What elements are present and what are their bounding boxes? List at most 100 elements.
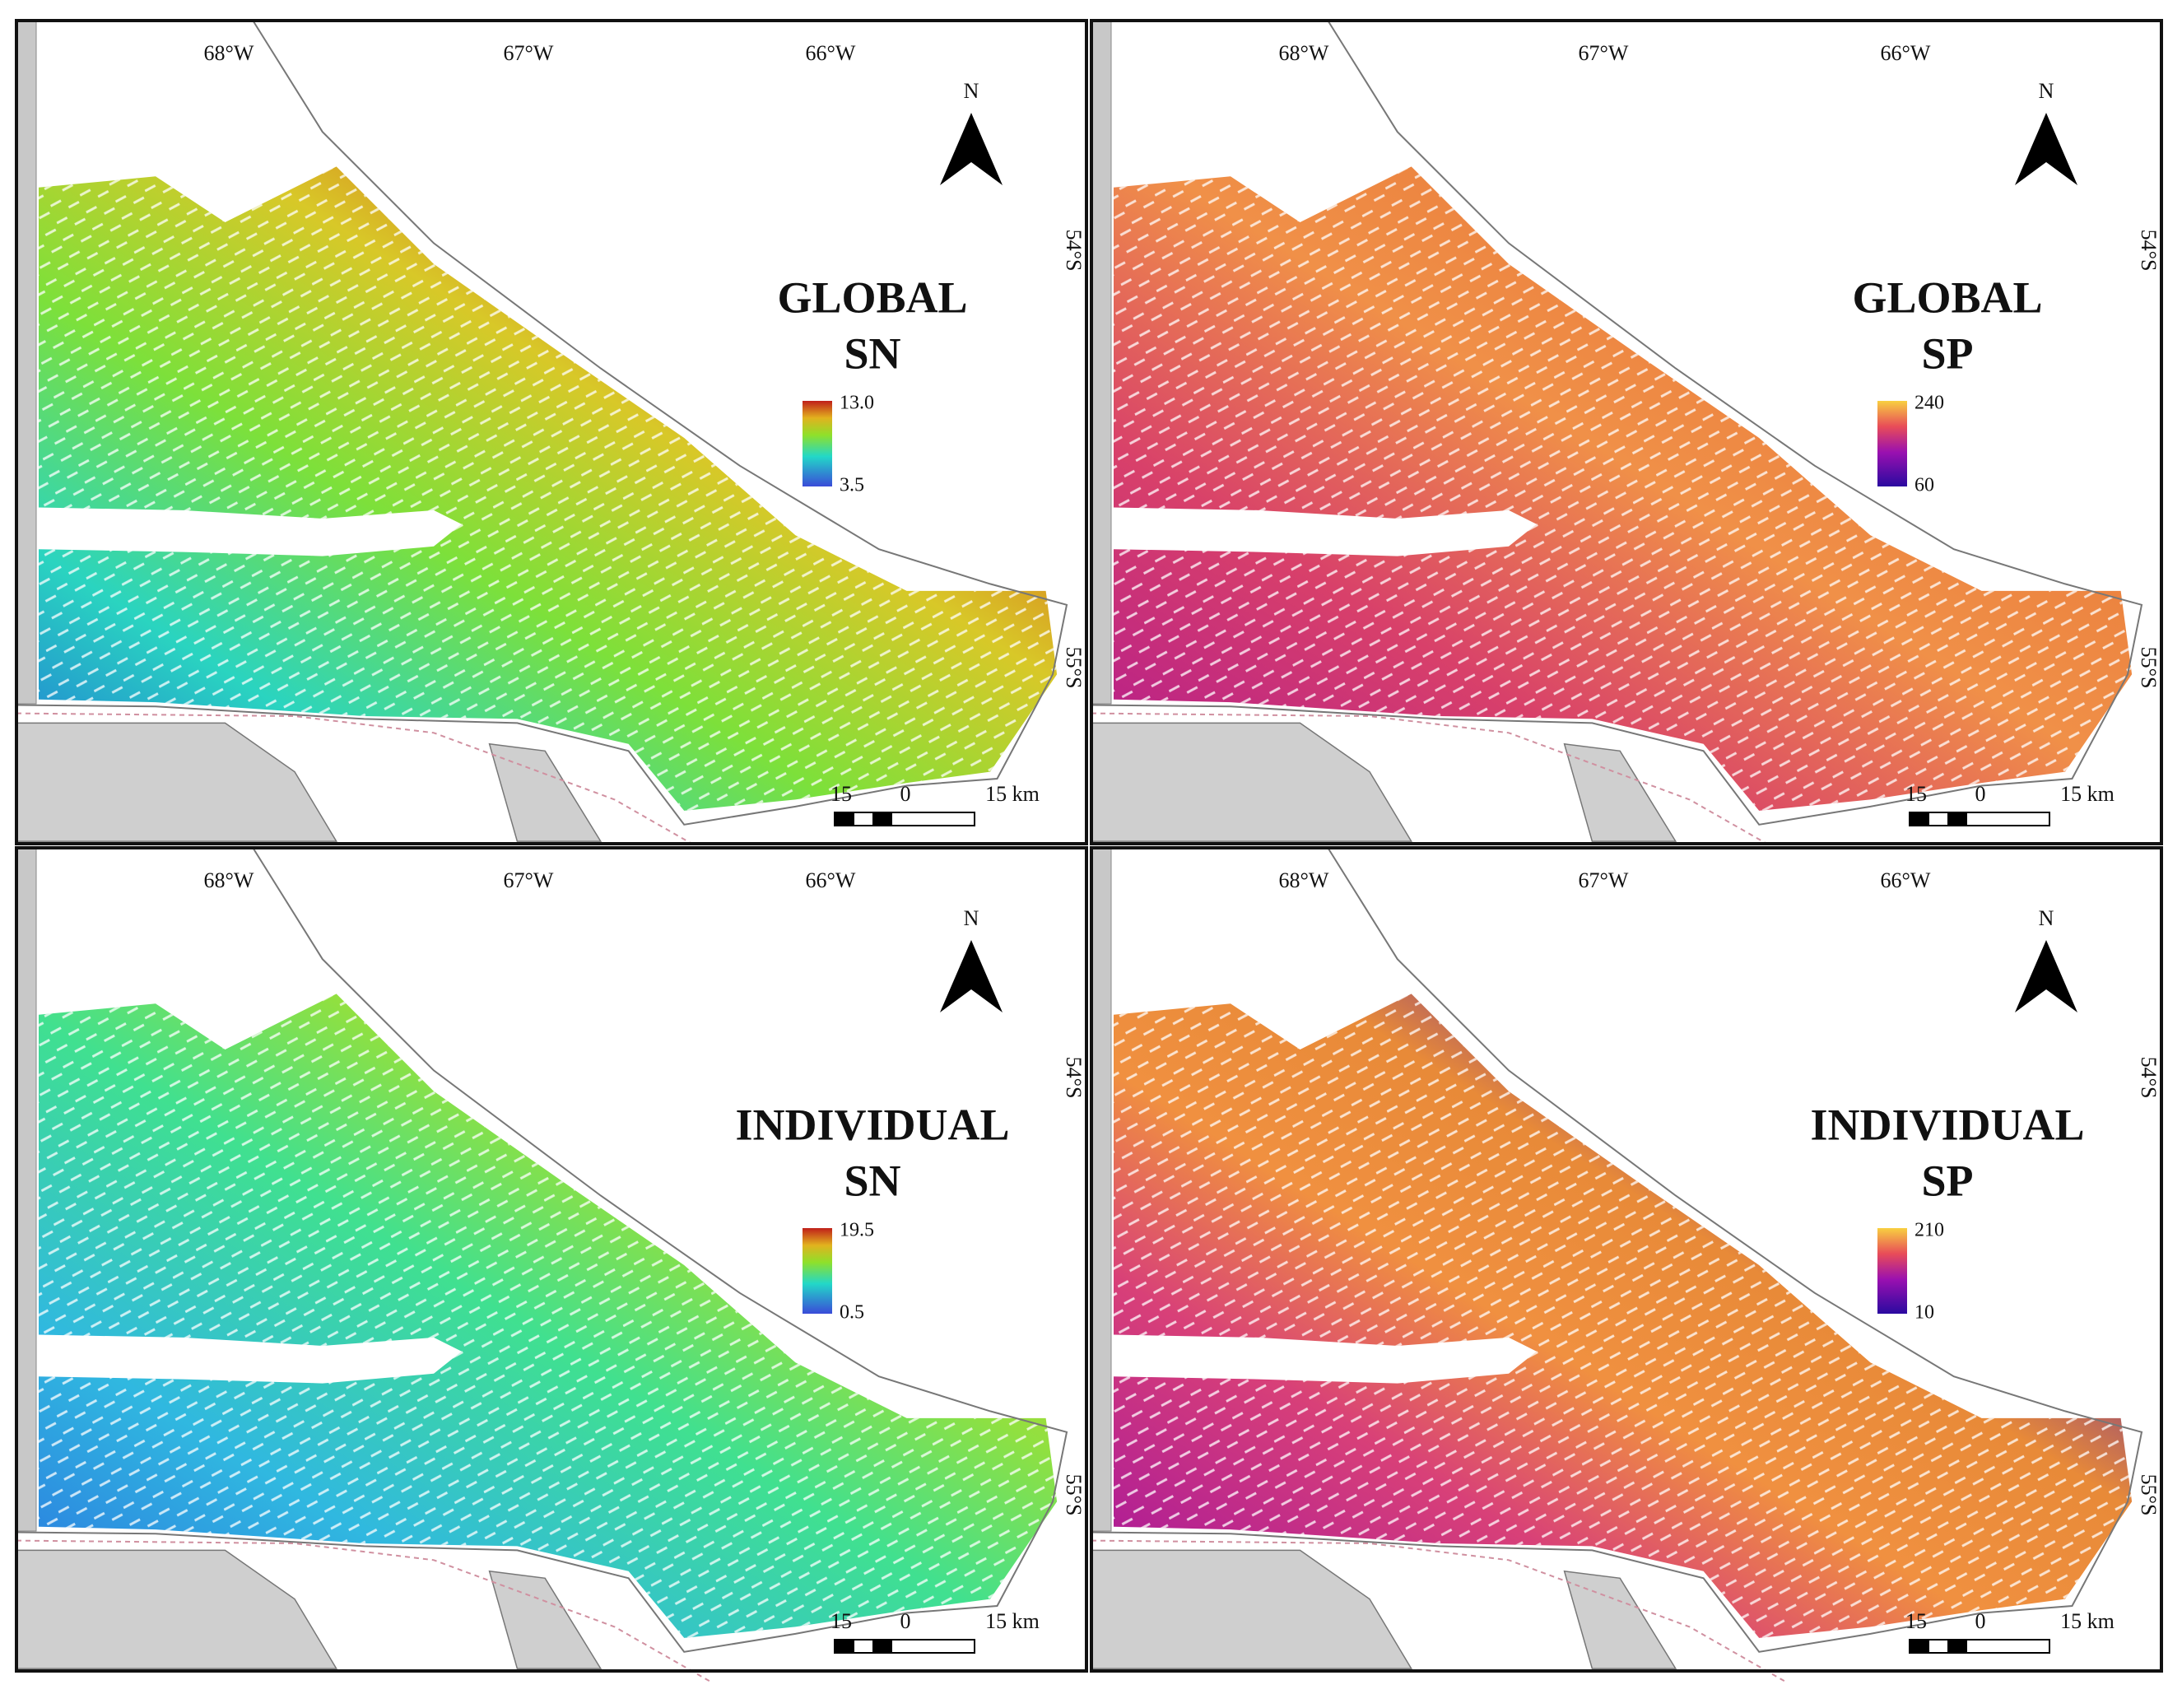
raster-texture bbox=[1114, 166, 2133, 811]
map-panel: 68°W 67°W 66°W 54°S 55°S N GLOBAL SP 240 60 15 0 15 … bbox=[1090, 19, 2163, 856]
border-line bbox=[16, 712, 713, 856]
scale-segment bbox=[872, 1640, 892, 1653]
longitude-label: 66°W bbox=[1881, 868, 1931, 892]
longitude-label: 68°W bbox=[1279, 868, 1329, 892]
island bbox=[488, 742, 602, 842]
lake bbox=[1114, 507, 1537, 556]
scale-label: 0 bbox=[1975, 782, 1986, 806]
map-panel: 68°W 67°W 66°W 54°S 55°S N GLOBAL SN 13.0 3.5 15 0 1… bbox=[15, 19, 1088, 856]
panel-frame bbox=[15, 19, 1088, 845]
scale-bar bbox=[1909, 1639, 2050, 1654]
scale-segment bbox=[872, 812, 892, 826]
raster-texture bbox=[39, 994, 1058, 1638]
scale-label: 15 km bbox=[2060, 782, 2115, 806]
title-line: GLOBAL bbox=[777, 272, 967, 322]
border-line bbox=[1091, 1539, 1788, 1683]
longitude-label: 67°W bbox=[504, 868, 554, 892]
border-line bbox=[16, 1539, 713, 1683]
land-strip bbox=[16, 20, 37, 705]
scale-label: 15 bbox=[1905, 1609, 1927, 1633]
latitude-label: 55°S bbox=[2137, 1474, 2161, 1516]
scale-segment bbox=[1910, 812, 1929, 826]
longitude-label: 67°W bbox=[1579, 868, 1629, 892]
title-line: GLOBAL bbox=[1852, 272, 2042, 322]
coastline bbox=[1091, 20, 2143, 826]
north-arrow bbox=[2015, 940, 2077, 1012]
lake bbox=[1114, 1334, 1537, 1384]
scale-label: 15 bbox=[830, 1609, 852, 1633]
legend-min: 60 bbox=[1914, 475, 1934, 496]
scale-bar bbox=[1909, 812, 2050, 826]
longitude-label: 68°W bbox=[1279, 41, 1329, 65]
legend-max: 13.0 bbox=[840, 393, 874, 414]
colorbar bbox=[803, 401, 832, 486]
north-label: N bbox=[2039, 79, 2054, 103]
north-arrow bbox=[940, 940, 1003, 1012]
legend-max: 210 bbox=[1914, 1220, 1944, 1241]
north-label: N bbox=[2039, 906, 2054, 930]
scale-segment bbox=[1947, 1640, 1967, 1653]
raster-texture bbox=[1114, 994, 2133, 1638]
scale-label: 15 bbox=[1905, 782, 1927, 806]
border-line bbox=[1091, 712, 1788, 856]
scale-label: 15 km bbox=[985, 1609, 1040, 1633]
lake bbox=[39, 507, 462, 556]
map-panel: 68°W 67°W 66°W 54°S 55°S N INDIVIDUAL SN 19.5 0.5… bbox=[15, 846, 1088, 1683]
legend-max: 240 bbox=[1914, 393, 1944, 414]
scale-label: 15 bbox=[830, 782, 852, 806]
island bbox=[1563, 742, 1677, 842]
longitude-label: 67°W bbox=[504, 41, 554, 65]
panel-frame bbox=[1090, 19, 2163, 845]
legend-min: 0.5 bbox=[840, 1302, 864, 1324]
north-arrow bbox=[940, 113, 1003, 185]
latitude-label: 54°S bbox=[2137, 230, 2161, 272]
legend-max: 19.5 bbox=[840, 1220, 874, 1241]
latitude-label: 55°S bbox=[1062, 647, 1086, 689]
scale-bar bbox=[834, 812, 975, 826]
legend-min: 10 bbox=[1914, 1302, 1934, 1324]
colorbar bbox=[803, 1228, 832, 1314]
scale-segment bbox=[1910, 1640, 1929, 1653]
raster-texture bbox=[39, 166, 1058, 811]
colorbar bbox=[1877, 401, 1907, 486]
lake bbox=[39, 1334, 462, 1384]
latitude-label: 55°S bbox=[1062, 1474, 1086, 1516]
scale-label: 15 km bbox=[985, 782, 1040, 806]
panel-frame bbox=[15, 846, 1088, 1673]
north-label: N bbox=[964, 906, 979, 930]
panel-frame bbox=[1090, 846, 2163, 1673]
title-line: SP bbox=[1921, 328, 1973, 378]
title-line: INDIVIDUAL bbox=[1810, 1100, 2084, 1149]
island bbox=[488, 1570, 602, 1669]
north-label: N bbox=[964, 79, 979, 103]
colorbar bbox=[1877, 1228, 1907, 1314]
longitude-label: 66°W bbox=[1881, 41, 1931, 65]
title-line: INDIVIDUAL bbox=[735, 1100, 1009, 1149]
scale-bar bbox=[834, 1639, 975, 1654]
title-line: SP bbox=[1921, 1156, 1973, 1205]
island bbox=[1563, 1570, 1677, 1669]
title-line: SN bbox=[844, 1156, 900, 1205]
legend-min: 3.5 bbox=[840, 475, 864, 496]
title-line: SN bbox=[844, 328, 900, 378]
longitude-label: 67°W bbox=[1579, 41, 1629, 65]
scale-label: 15 km bbox=[2060, 1609, 2115, 1633]
scale-label: 0 bbox=[900, 782, 911, 806]
longitude-label: 68°W bbox=[204, 41, 254, 65]
coastline bbox=[1091, 847, 2143, 1653]
latitude-label: 54°S bbox=[2137, 1057, 2161, 1099]
scale-segment bbox=[835, 812, 854, 826]
coastline bbox=[16, 847, 1068, 1653]
land-strip bbox=[1091, 847, 1112, 1532]
scale-segment bbox=[835, 1640, 854, 1653]
scale-label: 0 bbox=[900, 1609, 911, 1633]
longitude-label: 66°W bbox=[806, 41, 856, 65]
scale-segment bbox=[1947, 812, 1967, 826]
latitude-label: 55°S bbox=[2137, 647, 2161, 689]
longitude-label: 68°W bbox=[204, 868, 254, 892]
map-panel: 68°W 67°W 66°W 54°S 55°S N INDIVIDUAL SP 210 10 15… bbox=[1090, 846, 2163, 1683]
latitude-label: 54°S bbox=[1062, 1057, 1086, 1099]
north-arrow bbox=[2015, 113, 2077, 185]
